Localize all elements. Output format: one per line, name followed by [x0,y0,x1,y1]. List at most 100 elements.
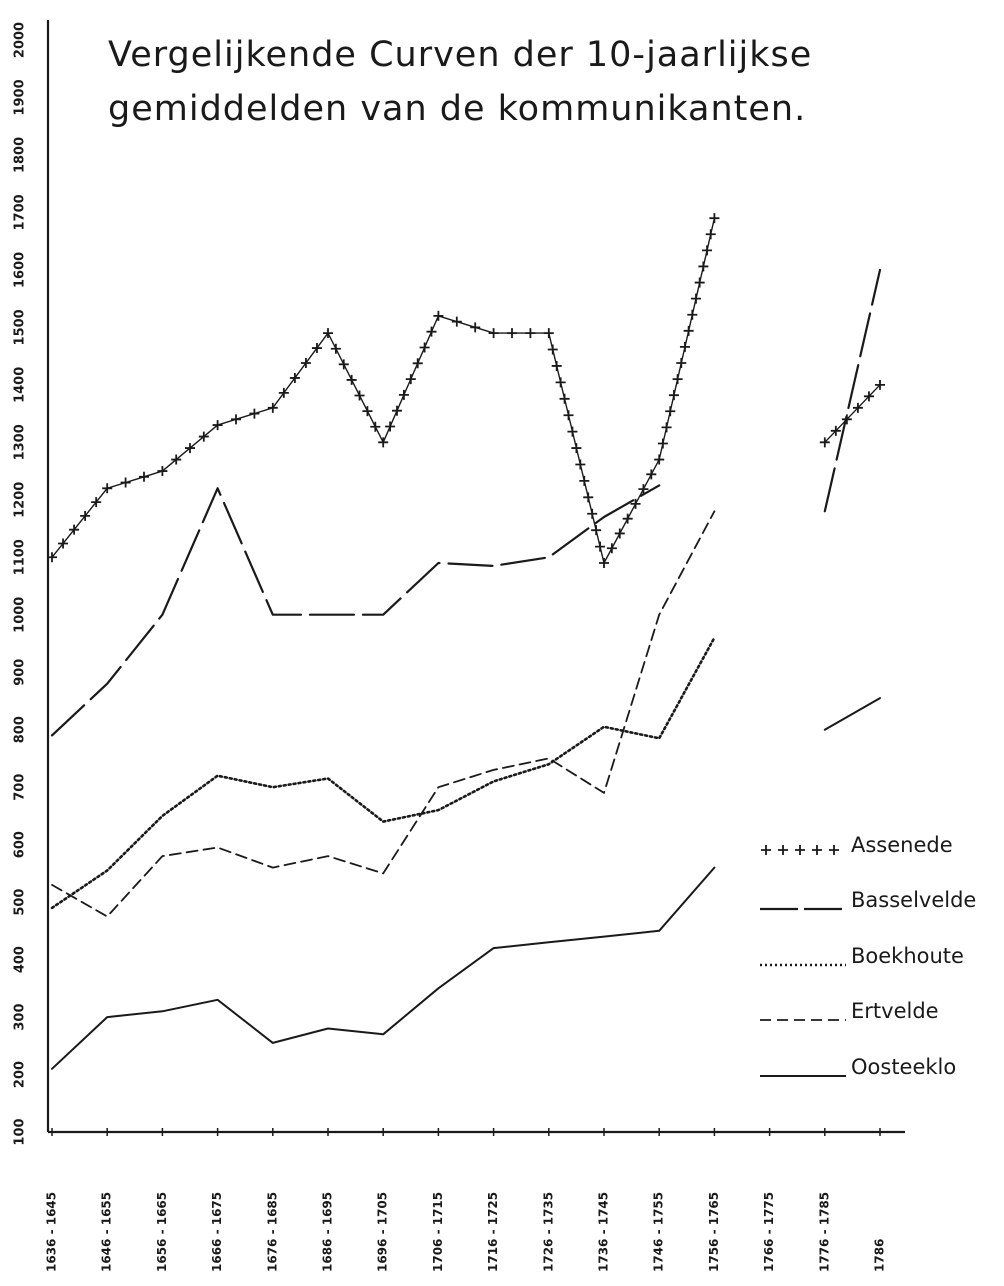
assenede-plus-marker [665,406,675,416]
series-line-ertvelde [52,511,714,916]
legend-label-oosteeklo: Oosteeklo [851,1055,956,1079]
assenede-plus-marker [695,278,705,288]
assenede-plus-marker [399,390,409,400]
assenede-plus-marker [525,328,535,338]
x-tick-label: 1676 - 1685 [265,1192,279,1272]
y-tick-label: 600 [13,831,28,858]
assenede-plus-marker [676,358,686,368]
assenede-plus-marker [560,394,570,404]
series-lines [47,213,885,1069]
assenede-plus-marker [339,359,349,369]
legend-label-ertvelde: Ertvelde [851,999,939,1023]
assenede-plus-marker [684,326,694,336]
assenede-plus-marker [615,528,625,538]
y-tick-label: 700 [13,774,28,801]
assenede-plus-marker [595,542,605,552]
assenede-plus-marker [698,261,708,271]
assenede-plus-marker [579,476,589,486]
assenede-plus-marker [279,388,289,398]
series-line-basselvelde [825,270,880,511]
assenede-plus-marker [662,422,672,432]
x-tick-label: 1656 - 1665 [155,1192,169,1272]
assenede-plus-marker [290,373,300,383]
assenede-plus-marker [427,327,437,337]
series-ertvelde [52,511,715,916]
assenede-plus-marker [564,410,574,420]
x-tick-label: 1736 - 1745 [597,1192,611,1272]
assenede-plus-marker [702,245,712,255]
y-tick-label: 1700 [13,194,28,230]
assenede-plus-marker [587,509,597,519]
series-line-oosteeklo [825,698,880,730]
assenede-plus-marker [362,406,372,416]
legend-item-assenede: Assenede [761,833,953,857]
legend-swatch-plus [829,845,839,855]
y-tick-label: 900 [13,659,28,686]
assenede-plus-marker [673,374,683,384]
x-tick-label: 1706 - 1715 [431,1192,445,1272]
y-tick-label: 1600 [13,252,28,288]
assenede-plus-marker [687,310,697,320]
y-tick-label: 1400 [13,367,28,403]
x-tick-label: 1646 - 1655 [100,1192,114,1272]
legend-swatch-plus [761,845,771,855]
assenede-plus-marker [392,406,402,416]
y-tick-label: 400 [13,946,28,973]
series-line-basselvelde [52,485,659,735]
x-tick-label: 1716 - 1725 [486,1192,500,1272]
assenede-plus-marker [548,345,558,355]
assenede-plus-marker [567,427,577,437]
series-assenede [47,213,885,568]
chart-title: Vergelijkende Curven der 10-jaarlijkse g… [108,28,928,136]
x-tick-label: 1746 - 1755 [652,1192,666,1272]
assenede-plus-marker [706,229,716,239]
chart-title-line-1: Vergelijkende Curven der 10-jaarlijkse [108,28,928,82]
legend-label-basselvelde: Basselvelde [851,888,976,912]
assenede-plus-marker [121,478,131,488]
assenede-plus-marker [406,374,416,384]
assenede-plus-marker [691,294,701,304]
assenede-plus-marker [607,543,617,553]
legend: Assenede Basselvelde Boekhoute Ertvelde Oost… [760,833,976,1079]
y-tick-label: 1100 [13,539,28,575]
assenede-plus-marker [571,443,581,453]
legend-swatch-plus [812,845,822,855]
assenede-plus-marker [301,358,311,368]
y-tick-label: 1500 [13,309,28,345]
assenede-plus-marker [658,438,668,448]
series-oosteeklo [52,698,880,1069]
y-axis-ticks: 1002003004005006007008009001000110012001… [13,22,28,1146]
assenede-plus-marker [370,422,380,432]
x-tick-label: 1776 - 1785 [817,1192,831,1272]
assenede-plus-marker [556,377,566,387]
x-tick-label: 1696 - 1705 [376,1192,390,1272]
assenede-plus-marker [355,391,365,401]
y-tick-label: 1000 [13,597,28,633]
x-tick-label: 1766 - 1775 [762,1192,776,1272]
y-tick-label: 800 [13,716,28,743]
assenede-plus-marker [591,525,601,535]
assenede-plus-marker [231,414,241,424]
series-line-oosteeklo [52,868,714,1069]
y-tick-label: 300 [13,1003,28,1030]
legend-item-boekhoute: Boekhoute [760,944,964,968]
y-tick-label: 1200 [13,482,28,518]
legend-label-boekhoute: Boekhoute [851,944,964,968]
y-tick-label: 1800 [13,137,28,173]
assenede-plus-marker [470,322,480,332]
x-tick-label: 1686 - 1695 [321,1192,335,1272]
legend-swatch-plus [795,845,805,855]
assenede-plus-marker [575,459,585,469]
legend-item-basselvelde: Basselvelde [760,888,976,912]
x-tick-label: 1756 - 1765 [707,1192,721,1272]
x-tick-label: 1666 - 1675 [210,1192,224,1272]
chart-title-line-2: gemiddelden van de kommunikanten. [108,82,928,136]
y-tick-label: 1900 [13,79,28,115]
legend-item-ertvelde: Ertvelde [760,999,939,1023]
assenede-plus-marker [331,344,341,354]
assenede-plus-marker [646,469,656,479]
assenede-plus-marker [623,514,633,524]
